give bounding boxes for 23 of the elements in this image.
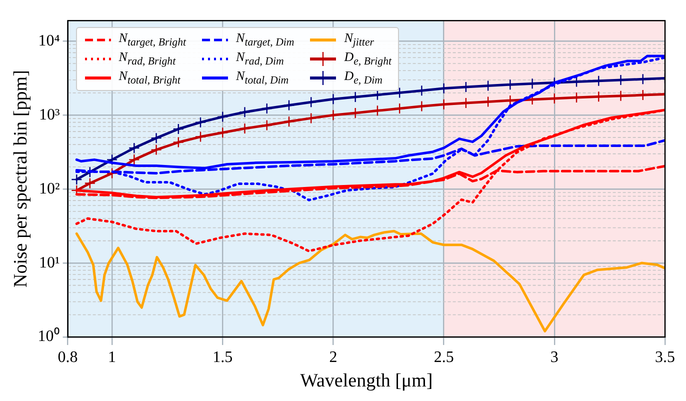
legend-label: N$_{total, Bright}$ <box>118 68 180 87</box>
y-tick-label: 10¹ <box>39 254 60 272</box>
x-tick-label: 0.8 <box>58 348 78 366</box>
legend-label: N$_{total, Dim}$ <box>236 68 289 87</box>
x-tick-label: 3.5 <box>655 348 675 366</box>
x-tick-label: 2.5 <box>434 348 454 366</box>
legend-label: N$_{target, Bright}$ <box>118 30 186 49</box>
y-axis-title: Noise per spectral bin [ppm] <box>10 70 32 288</box>
x-tick-label: 1 <box>108 348 116 366</box>
legend-label: N$_{rad, Bright}$ <box>118 49 176 68</box>
x-tick-label: 2 <box>329 348 338 366</box>
y-tick-label: 10² <box>39 180 60 198</box>
legend-label: D$_{e, Dim}$ <box>344 68 382 87</box>
legend-label: D$_{e, Bright}$ <box>344 49 392 68</box>
x-tick-label: 1.5 <box>212 348 233 366</box>
legend-label: N$_{target, Dim}$ <box>236 30 294 49</box>
y-tick-label: 10⁴ <box>38 32 60 50</box>
legend-label: N$_{jitter}$ <box>344 30 374 49</box>
x-tick-label: 3 <box>550 348 558 366</box>
y-tick-label: 10⁰ <box>38 327 60 346</box>
legend-label: N$_{rad, Dim}$ <box>236 49 284 68</box>
x-axis-title: Wavelength [μm] <box>300 370 433 392</box>
y-tick-label: 10³ <box>39 106 60 124</box>
